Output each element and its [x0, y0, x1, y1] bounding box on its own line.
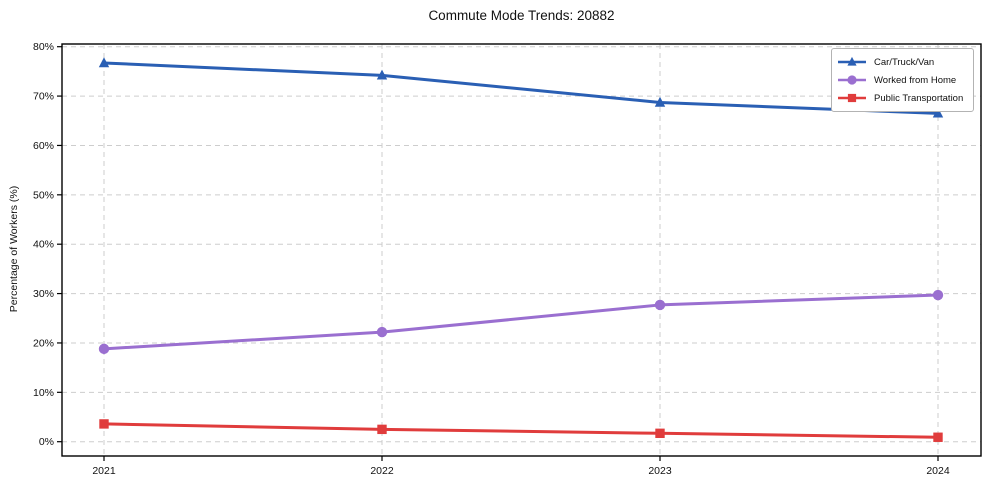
y-tick-label: 60%: [33, 140, 54, 152]
triangle-marker: [376, 69, 388, 80]
x-tick-label: 2022: [370, 465, 394, 477]
circle-marker: [376, 326, 388, 338]
x-tick-label: 2024: [926, 465, 950, 477]
y-tick-label: 20%: [33, 337, 54, 349]
legend-item-worked-from-home: Worked from Home: [837, 71, 973, 89]
legend-label: Public Transportation: [874, 92, 964, 104]
legend: Car/Truck/Van Worked from Home Public Tr…: [831, 48, 974, 112]
plot-border: [61, 43, 982, 457]
y-tick-label: 50%: [33, 189, 54, 201]
triangle-marker: [932, 107, 944, 118]
series-line-car-truck-van: [102, 61, 940, 115]
square-marker: [933, 432, 943, 442]
circle-marker: [98, 343, 110, 355]
legend-label: Car/Truck/Van: [874, 56, 935, 68]
triangle-line-marker-icon: [837, 55, 867, 69]
y-tick-label: 0%: [39, 436, 54, 448]
chart-title: Commute Mode Trends: 20882: [428, 8, 615, 23]
triangle-marker: [98, 57, 110, 68]
square-marker: [847, 93, 857, 103]
y-tick-label: 30%: [33, 288, 54, 300]
y-tick-label: 10%: [33, 387, 54, 399]
square-marker: [99, 419, 109, 429]
circle-line-marker-icon: [837, 73, 867, 87]
legend-label: Worked from Home: [874, 74, 957, 86]
circle-legend-glyph: [838, 75, 866, 85]
square-marker: [377, 424, 387, 435]
x-tick-label: 2021: [92, 465, 116, 477]
circle-marker: [847, 75, 857, 85]
triangle-marker: [654, 96, 666, 107]
x-tick-label: 2023: [648, 465, 672, 477]
square-line-marker-icon: [837, 91, 867, 105]
legend-item-public-transportation: Public Transportation: [837, 89, 973, 107]
y-tick-label: 80%: [33, 41, 54, 53]
series-line-public-transportation: [102, 422, 940, 439]
triangle-marker: [847, 56, 857, 66]
square-legend-glyph: [838, 93, 866, 103]
y-tick-label: 70%: [33, 91, 54, 103]
triangle-legend-glyph: [838, 56, 866, 66]
square-marker: [655, 428, 665, 439]
circle-marker: [932, 289, 944, 301]
circle-marker: [654, 299, 666, 311]
legend-item-car-truck-van: Car/Truck/Van: [837, 53, 973, 71]
series-line-worked-from-home: [102, 293, 940, 351]
y-tick-label: 40%: [33, 239, 54, 251]
